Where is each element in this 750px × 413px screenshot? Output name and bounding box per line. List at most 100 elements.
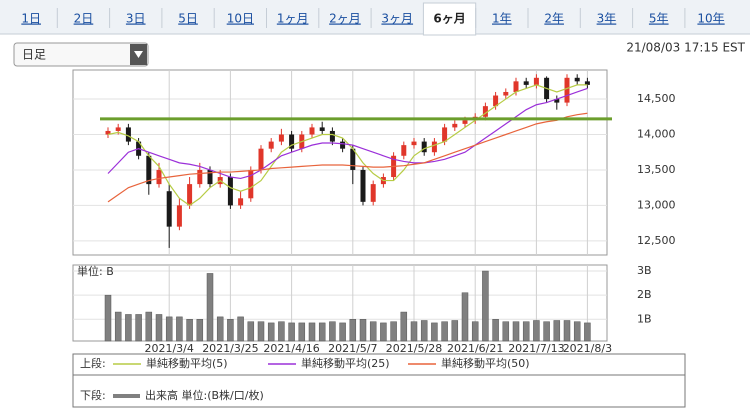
volume-bar xyxy=(267,322,275,342)
tab[interactable]: 3日 xyxy=(126,12,146,26)
volume-bar xyxy=(329,321,336,342)
candle-body xyxy=(248,169,254,199)
volume-bar xyxy=(206,273,214,342)
volume-bar xyxy=(420,320,428,342)
volume-bar xyxy=(563,320,571,342)
candle-body xyxy=(513,81,519,92)
candle-body xyxy=(146,155,152,185)
y-tick-label: 12,500 xyxy=(637,234,676,247)
candle-body xyxy=(554,99,560,103)
volume-bar xyxy=(471,321,479,342)
volume-bar xyxy=(380,322,387,342)
tab[interactable]: 2日 xyxy=(74,12,94,26)
selector-box[interactable] xyxy=(13,42,149,67)
tab[interactable]: 5年 xyxy=(649,12,669,26)
moving-average-line xyxy=(107,84,588,207)
x-tick-label: 2021/5/28 xyxy=(386,342,442,355)
candle-body xyxy=(278,134,284,142)
volume-bar xyxy=(227,319,234,342)
candle-body xyxy=(350,148,356,170)
candle-body xyxy=(503,91,509,96)
volume-bar xyxy=(573,321,581,342)
volume-bar xyxy=(308,322,316,342)
y-tick-label: 14,000 xyxy=(637,128,676,141)
volume-bar xyxy=(369,321,377,342)
candle-body xyxy=(207,169,213,185)
volume-bar xyxy=(176,316,183,342)
volume-bar xyxy=(451,320,459,342)
legend-label: 単純移動平均(5) xyxy=(146,356,228,370)
volume-bar xyxy=(237,316,244,342)
candle-body xyxy=(197,169,203,185)
volume-bar xyxy=(543,321,550,342)
tab[interactable]: 6ヶ月 xyxy=(433,12,465,26)
tab[interactable]: 3年 xyxy=(597,12,617,26)
candle-body xyxy=(238,198,244,206)
tab[interactable]: 10日 xyxy=(227,12,254,26)
candle-body xyxy=(340,141,346,149)
candle-body xyxy=(431,141,437,153)
volume-bar xyxy=(318,322,326,342)
candle-body xyxy=(462,120,468,124)
tab[interactable]: 1ヶ月 xyxy=(277,12,309,26)
candle-body xyxy=(574,77,580,82)
candle-body xyxy=(370,184,376,202)
candle-body xyxy=(187,184,193,206)
selector-text[interactable]: 日足 xyxy=(22,48,46,62)
candle-body xyxy=(533,77,539,85)
volume-bar xyxy=(482,270,489,342)
volume-bar xyxy=(461,292,469,342)
volume-bar xyxy=(512,321,520,342)
volume-bar xyxy=(390,321,397,342)
volume-bar xyxy=(522,321,530,342)
volume-bar xyxy=(278,321,285,342)
y-tick-label: 14,500 xyxy=(637,92,676,105)
tab[interactable]: 5日 xyxy=(178,12,198,26)
y-tick-label: 13,000 xyxy=(637,198,676,211)
x-tick-label: 2021/7/13 xyxy=(508,342,564,355)
y-tick-label: 2B xyxy=(637,288,652,301)
x-tick-label: 2021/3/25 xyxy=(202,342,258,355)
volume-bar xyxy=(125,314,132,342)
moving-average-line xyxy=(107,112,588,203)
volume-bar xyxy=(155,314,163,342)
candle-body xyxy=(125,127,131,142)
candle-body xyxy=(166,191,172,227)
candle-body xyxy=(584,81,590,85)
volume-bar xyxy=(553,320,561,342)
volume-bar xyxy=(441,321,448,342)
volume-bar xyxy=(288,322,295,342)
candle-body xyxy=(105,130,111,135)
volume-bar xyxy=(196,319,204,342)
unit-label: 単位: B xyxy=(77,264,114,278)
y-tick-label: 3B xyxy=(637,264,652,277)
candle-body xyxy=(176,205,182,227)
tab[interactable]: 10年 xyxy=(697,12,724,26)
volume-bar xyxy=(145,311,153,342)
volume-bar xyxy=(135,314,142,342)
y-tick-label: 13,500 xyxy=(637,163,676,176)
tab[interactable]: 2ヶ月 xyxy=(329,12,361,26)
candle-body xyxy=(523,81,529,85)
legend-label: 出来高 単位:(B株/口/枚) xyxy=(145,388,264,402)
tab[interactable]: 2年 xyxy=(544,12,564,26)
tab[interactable]: 3ヶ月 xyxy=(381,12,413,26)
volume-bar xyxy=(533,320,540,342)
volume-bar xyxy=(257,321,265,342)
tab[interactable]: 1年 xyxy=(492,12,512,26)
tab[interactable]: 1日 xyxy=(21,12,41,26)
legend-row-label: 下段: xyxy=(80,388,106,402)
candle-body xyxy=(411,141,417,146)
volume-bar xyxy=(359,319,367,342)
moving-average-line xyxy=(107,87,588,180)
candle-body xyxy=(452,123,458,128)
volume-bar xyxy=(492,319,499,342)
candle-body xyxy=(564,77,570,103)
legend-label: 単純移動平均(25) xyxy=(301,356,390,370)
candle-body xyxy=(360,169,366,202)
volume-bar xyxy=(104,294,112,342)
legend-box xyxy=(72,353,686,408)
candle-body xyxy=(258,148,264,170)
x-tick-label: 2021/6/21 xyxy=(447,342,503,355)
